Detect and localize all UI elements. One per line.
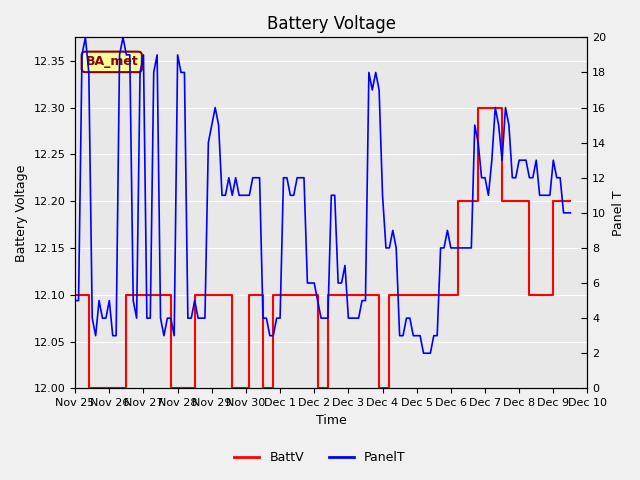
BattV — [566, 198, 574, 204]
PanelT — [195, 315, 202, 321]
BattV — [440, 292, 448, 298]
PanelT — [324, 315, 332, 321]
BattV — [385, 385, 393, 391]
X-axis label: Time: Time — [316, 414, 347, 427]
Text: BA_met: BA_met — [85, 55, 138, 69]
PanelT — [198, 315, 205, 321]
BattV — [215, 292, 223, 298]
BattV — [474, 105, 482, 110]
Y-axis label: Panel T: Panel T — [612, 190, 625, 236]
PanelT — [365, 70, 372, 75]
PanelT — [71, 298, 79, 303]
Line: BattV: BattV — [75, 108, 570, 388]
PanelT — [566, 210, 574, 216]
BattV — [550, 292, 557, 298]
PanelT — [420, 350, 428, 356]
BattV — [290, 292, 298, 298]
Line: PanelT: PanelT — [75, 37, 570, 353]
BattV — [71, 292, 79, 298]
BattV — [420, 292, 428, 298]
Y-axis label: Battery Voltage: Battery Voltage — [15, 164, 28, 262]
PanelT — [132, 315, 140, 321]
PanelT — [81, 35, 89, 40]
Title: Battery Voltage: Battery Voltage — [267, 15, 396, 33]
BattV — [85, 385, 93, 391]
PanelT — [215, 122, 223, 128]
Legend: BattV, PanelT: BattV, PanelT — [229, 446, 411, 469]
